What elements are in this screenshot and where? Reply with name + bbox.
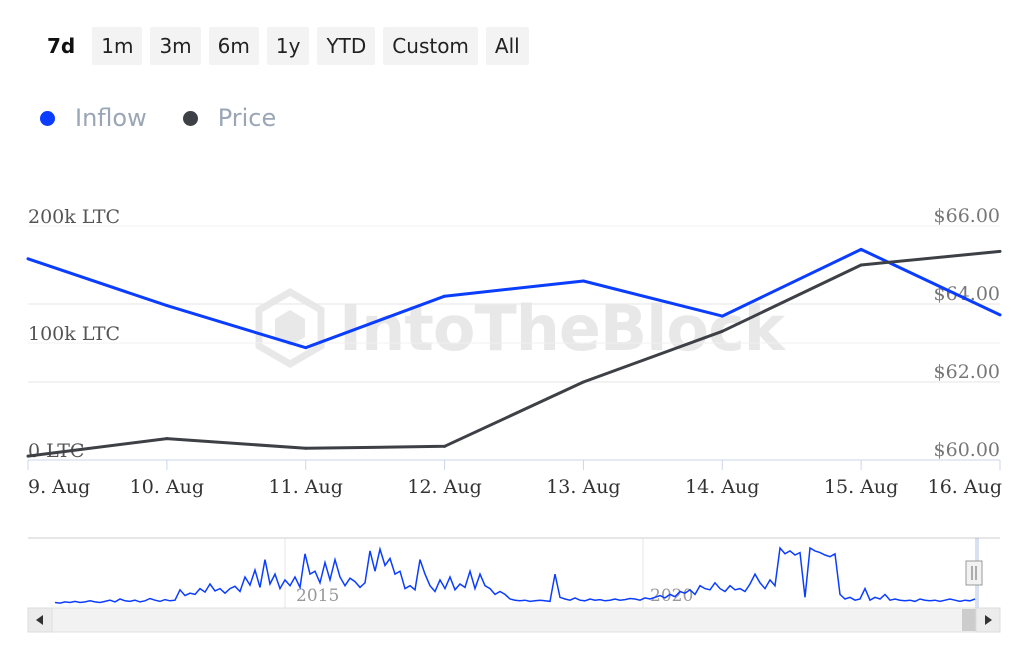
data-point-inflow: [26, 257, 30, 261]
legend-label: Inflow: [75, 104, 147, 132]
data-point-inflow: [859, 247, 863, 251]
right-tick-label: $60.00: [934, 439, 1000, 461]
scrollbar-thumb[interactable]: [962, 609, 976, 631]
range-button-custom[interactable]: Custom: [383, 27, 478, 65]
watermark: IntoTheBlock: [255, 288, 785, 368]
range-button-1y[interactable]: 1y: [266, 27, 310, 65]
range-button-1m[interactable]: 1m: [92, 27, 143, 65]
legend-item-inflow[interactable]: Inflow: [40, 104, 147, 132]
data-point-inflow: [165, 304, 169, 308]
data-point-price: [581, 380, 585, 384]
range-selector: 7d 1m 3m 6m 1y YTD Custom All: [38, 27, 529, 67]
arrow-left-icon: [36, 615, 43, 625]
navigator-year-label: 2020: [650, 586, 693, 606]
x-tick-label: 13. Aug: [546, 476, 620, 498]
right-tick-label: $64.00: [934, 283, 1000, 305]
navigator-selection: [975, 538, 979, 608]
watermark-text: IntoTheBlock: [339, 291, 785, 365]
x-tick-label: 15. Aug: [824, 476, 898, 498]
x-axis: 9. Aug 10. Aug 11. Aug 12. Aug 13. Aug 14. Au…: [27, 459, 1002, 498]
x-tick-label: 10. Aug: [130, 476, 204, 498]
x-tick-label: 9. Aug: [28, 476, 90, 498]
right-tick-label: $62.00: [934, 361, 1000, 383]
legend-label: Price: [217, 104, 277, 132]
x-tick-label: 12. Aug: [407, 476, 481, 498]
x-tick-label: 14. Aug: [685, 476, 759, 498]
x-tick-label: 16. Aug: [928, 476, 1002, 498]
range-button-ytd[interactable]: YTD: [317, 27, 376, 65]
left-axis-ticks: 0 LTC 100k LTC 200k LTC: [28, 206, 120, 462]
range-button-6m[interactable]: 6m: [208, 27, 259, 65]
left-tick-label: 100k LTC: [28, 323, 120, 345]
arrow-right-icon: [985, 615, 992, 625]
data-point-inflow: [581, 279, 585, 283]
data-point-price: [859, 263, 863, 267]
data-point-price: [304, 446, 308, 450]
scrollbar-track[interactable]: [27, 607, 1001, 633]
data-point-price: [998, 249, 1002, 253]
data-point-inflow: [998, 313, 1002, 317]
data-point-price: [443, 444, 447, 448]
scrollbar-left-button[interactable]: [27, 607, 53, 633]
left-tick-label: 200k LTC: [28, 206, 120, 228]
legend-item-price[interactable]: Price: [182, 104, 277, 132]
x-tick-label: 11. Aug: [269, 476, 343, 498]
range-button-7d[interactable]: 7d: [38, 27, 85, 65]
data-point-price: [165, 437, 169, 441]
legend-dot-icon: [182, 110, 198, 126]
navigator-series-line: [54, 546, 976, 604]
range-button-3m[interactable]: 3m: [150, 27, 201, 65]
navigator-handle[interactable]: [965, 560, 983, 586]
right-axis-ticks: $60.00 $62.00 $64.00 $66.00: [934, 205, 1000, 461]
left-tick-label: 0 LTC: [28, 440, 84, 462]
legend: Inflow Price: [40, 104, 276, 132]
data-point-price: [26, 454, 30, 458]
legend-dot-icon: [40, 110, 55, 126]
scrollbar-right-button[interactable]: [975, 607, 1001, 633]
navigator-year-label: 2015: [296, 586, 339, 606]
intotheblock-logo-icon: [255, 288, 325, 368]
right-tick-label: $66.00: [934, 205, 1000, 227]
navigator[interactable]: 2015 2020: [27, 537, 1001, 633]
range-button-all[interactable]: All: [485, 27, 529, 65]
